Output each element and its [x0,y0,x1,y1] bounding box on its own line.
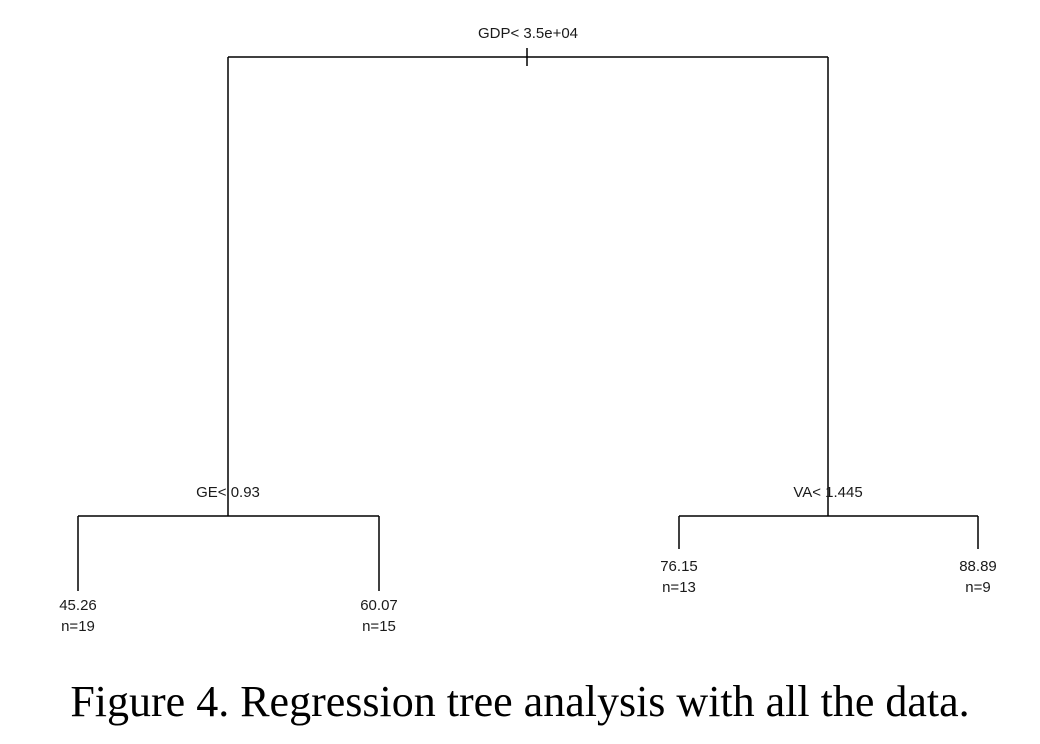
leaf-4-count: n=9 [965,579,990,596]
regression-tree-diagram: GDP< 3.5e+04 GE< 0.93 VA< 1.445 45.26 n=… [59,25,997,635]
leaf-4-value: 88.89 [959,558,997,575]
right-split-label: VA< 1.445 [793,484,862,501]
root-split-label: GDP< 3.5e+04 [478,25,578,42]
leaf-3-value: 76.15 [660,558,698,575]
leaf-1-count: n=19 [61,618,95,635]
leaf-3-count: n=13 [662,579,696,596]
left-split-label: GE< 0.93 [196,484,260,501]
leaf-2-count: n=15 [362,618,396,635]
leaf-1-value: 45.26 [59,597,97,614]
leaf-2-value: 60.07 [360,597,398,614]
figure-caption: Figure 4. Regression tree analysis with … [70,677,970,726]
